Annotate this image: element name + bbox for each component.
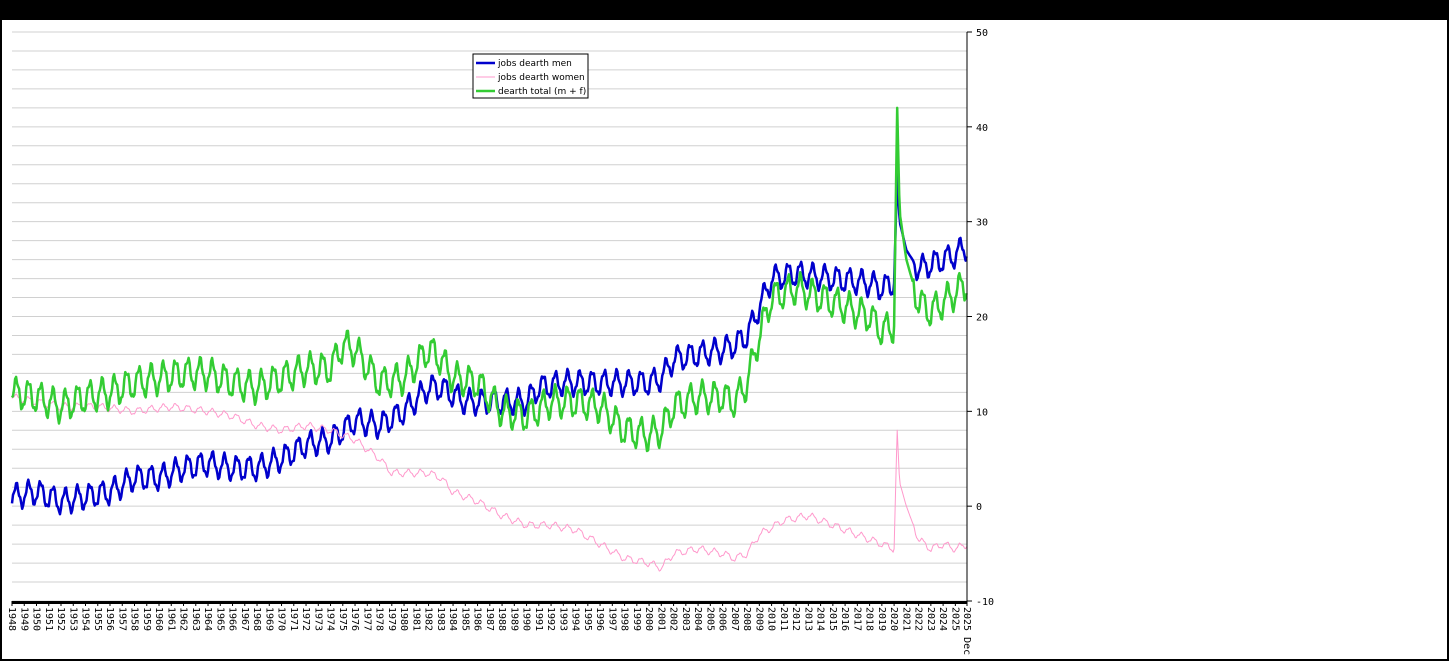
x-tick-label: 1995 [582, 607, 593, 631]
x-tick-label: 1989 [508, 607, 519, 631]
x-axis: 1948 1949 1950 1951 1952 1953 1954 1955 1956 1957… [6, 601, 972, 655]
x-tick-label: 1981 [410, 607, 421, 631]
x-tick-label: 2009 [753, 607, 764, 631]
x-tick-label: 2025 [949, 607, 960, 631]
x-tick-label: 1958 [129, 607, 140, 631]
x-tick-label: 1978 [374, 607, 385, 631]
x-tick-label: 1971 [288, 607, 299, 631]
x-tick-label: 2025 Dec [961, 607, 972, 655]
x-tick-label: 2017 [851, 607, 862, 631]
x-tick-label: 1973 [312, 607, 323, 631]
x-tick-label: 1955 [92, 607, 103, 631]
x-tick-label: 2014 [815, 607, 826, 631]
x-tick-label: 1975 [337, 607, 348, 631]
y-tick-label: 40 [976, 123, 988, 134]
legend-label: dearth total (m + f) [498, 87, 586, 97]
x-tick-label: 2019 [876, 607, 887, 631]
x-tick-label: 1988 [496, 607, 507, 631]
x-tick-label: 1974 [325, 607, 336, 631]
x-tick-label: 1986 [472, 607, 483, 631]
series-line [10, 173, 968, 516]
grid-lines [12, 31, 967, 602]
x-tick-label: 1994 [570, 607, 581, 631]
x-tick-label: 1969 [263, 607, 274, 631]
x-tick-label: 1977 [361, 607, 372, 631]
x-tick-label: 1954 [80, 607, 91, 631]
x-tick-label: 2016 [839, 607, 850, 631]
x-tick-label: 2007 [729, 607, 740, 631]
x-tick-label: 1964 [202, 607, 213, 631]
x-tick-label: 1948 [6, 607, 17, 631]
x-tick-label: 1990 [521, 607, 532, 631]
x-tick-label: 1982 [423, 607, 434, 631]
series-line [10, 106, 968, 453]
x-tick-label: 1968 [251, 607, 262, 631]
x-tick-label: 1949 [18, 607, 29, 631]
legend-label: jobs dearth men [497, 59, 572, 69]
x-tick-label: 1993 [557, 607, 568, 631]
x-tick-label: 1972 [300, 607, 311, 631]
series-line [11, 393, 968, 572]
y-tick-label: -10 [976, 597, 994, 608]
x-tick-label: 1967 [239, 607, 250, 631]
x-tick-label: 1985 [459, 607, 470, 631]
x-tick-label: 2001 [655, 607, 666, 631]
x-tick-label: 1959 [141, 607, 152, 631]
x-tick-label: 2011 [778, 607, 789, 631]
x-tick-label: 2008 [741, 607, 752, 631]
x-tick-label: 1997 [606, 607, 617, 631]
x-tick-label: 1976 [349, 607, 360, 631]
chart-panel: -10 0 10 20 30 40 50 1948 1949 1950 1951 1952 1953 1… [2, 20, 1447, 659]
x-tick-label: 1980 [398, 607, 409, 631]
x-tick-label: 2024 [937, 607, 948, 631]
x-tick-label: 1998 [619, 607, 630, 631]
legend-label: jobs dearth women [497, 73, 585, 83]
x-tick-label: 1991 [533, 607, 544, 631]
x-tick-label: 2005 [704, 607, 715, 631]
x-tick-label: 1963 [190, 607, 201, 631]
x-tick-label: 2023 [925, 607, 936, 631]
x-tick-label: 2002 [668, 607, 679, 631]
y-tick-label: 50 [976, 28, 988, 39]
x-tick-label: 1970 [276, 607, 287, 631]
x-tick-label: 1965 [214, 607, 225, 631]
y-axis: -10 0 10 20 30 40 50 [966, 28, 994, 608]
x-tick-label: 2022 [913, 607, 924, 631]
y-tick-label: 30 [976, 218, 988, 229]
legend: jobs dearth men jobs dearth women dearth t… [472, 53, 589, 99]
x-tick-label: 2015 [827, 607, 838, 631]
x-tick-label: 2006 [717, 607, 728, 631]
x-tick-label: 1957 [116, 607, 127, 631]
x-tick-label: 2003 [680, 607, 691, 631]
series-lines [10, 106, 968, 572]
x-tick-label: 1966 [227, 607, 238, 631]
x-tick-label: 2021 [900, 607, 911, 631]
x-tick-label: 1953 [67, 607, 78, 631]
x-tick-label: 1950 [31, 607, 42, 631]
x-tick-label: 1996 [594, 607, 605, 631]
x-tick-label: 2020 [888, 607, 899, 631]
x-tick-label: 1999 [631, 607, 642, 631]
x-tick-label: 1992 [545, 607, 556, 631]
x-tick-label: 1960 [153, 607, 164, 631]
x-tick-label: 1979 [386, 607, 397, 631]
x-tick-label: 2018 [864, 607, 875, 631]
x-tick-label: 1984 [447, 607, 458, 631]
x-tick-label: 1987 [484, 607, 495, 631]
x-tick-label: 2004 [692, 607, 703, 631]
x-tick-label: 1961 [165, 607, 176, 631]
x-tick-label: 1952 [55, 607, 66, 631]
y-tick-label: 0 [976, 502, 982, 513]
y-tick-label: 20 [976, 313, 988, 324]
x-tick-label: 1983 [435, 607, 446, 631]
x-tick-label: 1962 [178, 607, 189, 631]
x-tick-label: 2012 [790, 607, 801, 631]
x-tick-label: 2010 [766, 607, 777, 631]
x-tick-label: 2000 [643, 607, 654, 631]
x-tick-label: 1951 [43, 607, 54, 631]
y-tick-label: 10 [976, 407, 988, 418]
x-tick-label: 2013 [802, 607, 813, 631]
x-tick-label: 1956 [104, 607, 115, 631]
